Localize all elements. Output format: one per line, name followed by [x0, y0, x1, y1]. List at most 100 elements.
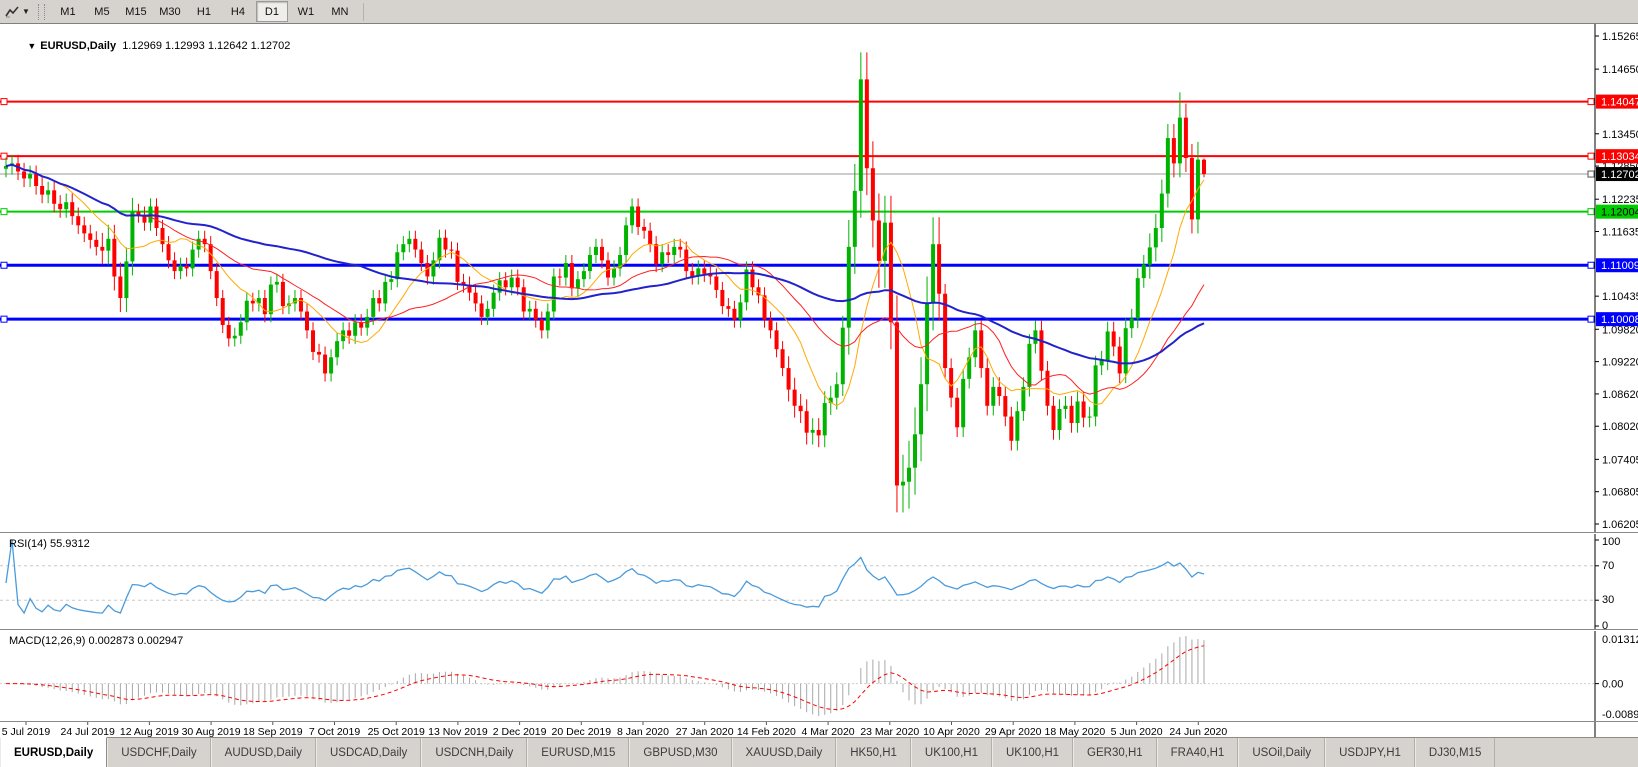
svg-text:0: 0: [1602, 620, 1608, 629]
chart-object-tool-button[interactable]: ▼: [0, 2, 34, 22]
chart-symbol: EURUSD,Daily: [40, 40, 117, 52]
chart-tab-usoil-daily-13[interactable]: USOil,Daily: [1238, 738, 1326, 767]
svg-text:1.08020: 1.08020: [1602, 421, 1638, 433]
macd-label: MACD(12,26,9) 0.002873 0.002947: [9, 635, 184, 647]
svg-text:1.10008: 1.10008: [1601, 314, 1638, 326]
timeframe-button-mn[interactable]: MN: [331, 5, 349, 18]
svg-text:5 Jun 2020: 5 Jun 2020: [1111, 726, 1163, 738]
chart-tab-usdcad-daily-3[interactable]: USDCAD,Daily: [315, 738, 422, 767]
svg-text:24 Jun 2020: 24 Jun 2020: [1169, 726, 1227, 738]
macd-panel[interactable]: MACD(12,26,9) 0.002873 0.002947 0.013121…: [0, 631, 1638, 721]
chart-tab-gbpusd-m30-6[interactable]: GBPUSD,M30: [629, 738, 732, 767]
chart-tab-eurusd-m15-5[interactable]: EURUSD,M15: [527, 738, 630, 767]
svg-text:1.12235: 1.12235: [1602, 194, 1638, 206]
rsi-axis[interactable]: 100 70 30 0: [1594, 534, 1620, 629]
chart-object-tool-icon: [5, 5, 19, 17]
rsi-panel[interactable]: RSI(14) 55.9312 100 70 30 0: [0, 534, 1638, 629]
svg-text:1.12004: 1.12004: [1601, 207, 1638, 219]
timeframe-button-d1[interactable]: D1: [255, 1, 288, 22]
collapse-triangle-icon[interactable]: ▼: [27, 41, 37, 51]
svg-text:1.13450: 1.13450: [1602, 129, 1638, 141]
svg-text:1.06805: 1.06805: [1602, 487, 1638, 499]
svg-text:1.08620: 1.08620: [1602, 389, 1638, 401]
toolbar-grip-handle[interactable]: [37, 3, 45, 20]
svg-text:1.09220: 1.09220: [1602, 357, 1638, 369]
svg-text:8 Jan 2020: 8 Jan 2020: [617, 726, 669, 738]
svg-text:14 Feb 2020: 14 Feb 2020: [737, 726, 796, 738]
svg-text:4 Mar 2020: 4 Mar 2020: [802, 726, 855, 738]
svg-text:29 Apr 2020: 29 Apr 2020: [985, 726, 1042, 738]
svg-text:23 Mar 2020: 23 Mar 2020: [860, 726, 919, 738]
moving-average-60: [5, 163, 1205, 365]
svg-text:1.11009: 1.11009: [1601, 260, 1638, 272]
svg-text:1.13034: 1.13034: [1601, 151, 1638, 163]
timeframe-button-h4[interactable]: H4: [230, 5, 245, 18]
chart-tab-fra40-h1-12[interactable]: FRA40,H1: [1156, 738, 1239, 767]
macd-signal-line: [6, 645, 1205, 711]
chart-title: ▼ EURUSD,Daily 1.12969 1.12993 1.12642 1.…: [9, 28, 290, 64]
panel-divider[interactable]: [0, 532, 1638, 534]
date-axis[interactable]: 5 Jul 2019 24 Jul 2019 12 Aug 2019 30 Aug 2…: [0, 721, 1638, 739]
svg-text:7 Oct 2019: 7 Oct 2019: [309, 726, 361, 738]
svg-text:25 Oct 2019: 25 Oct 2019: [368, 726, 425, 738]
horizontal-lines[interactable]: [0, 98, 1595, 323]
chart-tab-uk100-h1-10[interactable]: UK100,H1: [991, 738, 1074, 767]
date-labels: 5 Jul 2019 24 Jul 2019 12 Aug 2019 30 Aug 2…: [2, 722, 1227, 738]
chart-tab-usdcnh-daily-4[interactable]: USDCNH,Daily: [421, 738, 528, 767]
svg-text:100: 100: [1602, 536, 1620, 548]
chart-tab-hk50-h1-8[interactable]: HK50,H1: [836, 738, 911, 767]
svg-text:0.00: 0.00: [1602, 679, 1623, 691]
svg-text:1.11635: 1.11635: [1602, 227, 1638, 239]
svg-text:2 Dec 2019: 2 Dec 2019: [493, 726, 547, 738]
macd-axis[interactable]: 0.013121 0.00 -0.008933: [1594, 631, 1638, 721]
panel-divider[interactable]: [0, 629, 1638, 631]
chart-tab-ger30-h1-11[interactable]: GER30,H1: [1073, 738, 1157, 767]
timeframe-button-h1[interactable]: H1: [196, 5, 211, 18]
svg-text:18 May 2020: 18 May 2020: [1045, 726, 1106, 738]
svg-text:1.14047: 1.14047: [1601, 97, 1638, 109]
price-axis[interactable]: 1.152651.146501.134501.128501.122351.116…: [1587, 24, 1638, 532]
rsi-label: RSI(14) 55.9312: [9, 538, 90, 550]
svg-text:1.10435: 1.10435: [1602, 291, 1638, 303]
timeframe-button-w1[interactable]: W1: [297, 5, 315, 18]
svg-text:70: 70: [1602, 560, 1614, 572]
chart-tab-audusd-daily-2[interactable]: AUDUSD,Daily: [210, 738, 316, 767]
chart-tab-bar: EURUSD,Daily USDCHF,Daily AUDUSD,Daily USDC…: [0, 737, 1638, 767]
chart-tab-usdjpy-h1-14[interactable]: USDJPY,H1: [1325, 738, 1415, 767]
top-toolbar: ▼ M1 M5 M15 M30 H1 H4 D1 W1 MN: [0, 0, 1638, 24]
chart-window: ▼ EURUSD,Daily 1.12969 1.12993 1.12642 1.…: [0, 23, 1638, 767]
toolbar-separator: [362, 2, 364, 21]
macd-histogram: [11, 636, 1205, 716]
timeframe-button-m5[interactable]: M5: [94, 5, 110, 18]
svg-text:13 Nov 2019: 13 Nov 2019: [428, 726, 488, 738]
chart-tab-usdchf-daily-1[interactable]: USDCHF,Daily: [107, 738, 211, 767]
svg-text:24 Jul 2019: 24 Jul 2019: [61, 726, 115, 738]
svg-text:18 Sep 2019: 18 Sep 2019: [243, 726, 303, 738]
moving-average-24: [5, 164, 1205, 395]
svg-text:27 Jan 2020: 27 Jan 2020: [676, 726, 734, 738]
svg-text:30: 30: [1602, 594, 1614, 606]
chart-tab-xauusd-daily-7[interactable]: XAUUSD,Daily: [731, 738, 837, 767]
svg-text:-0.008933: -0.008933: [1602, 709, 1638, 721]
svg-text:12 Aug 2019: 12 Aug 2019: [120, 726, 179, 738]
svg-text:1.06205: 1.06205: [1602, 519, 1638, 531]
rsi-line: [5, 539, 1205, 615]
svg-text:20 Dec 2019: 20 Dec 2019: [552, 726, 612, 738]
timeframe-button-m15[interactable]: M15: [125, 5, 147, 18]
svg-text:1.14650: 1.14650: [1602, 64, 1638, 76]
timeframe-button-m1[interactable]: M1: [60, 5, 76, 18]
timeframe-button-m30[interactable]: M30: [159, 5, 181, 18]
chart-ohlc-values: 1.12969 1.12993 1.12642 1.12702: [122, 40, 291, 52]
svg-text:30 Aug 2019: 30 Aug 2019: [182, 726, 241, 738]
chart-tab-dj30-m15-15[interactable]: DJ30,M15: [1414, 738, 1496, 767]
svg-text:1.07405: 1.07405: [1602, 454, 1638, 466]
dropdown-arrow-icon[interactable]: ▼: [22, 7, 30, 16]
main-chart-panel[interactable]: ▼ EURUSD,Daily 1.12969 1.12993 1.12642 1.…: [0, 24, 1638, 532]
chart-tab-uk100-h1-9[interactable]: UK100,H1: [910, 738, 992, 767]
chart-tab-eurusd-daily-0[interactable]: EURUSD,Daily: [0, 737, 108, 767]
svg-text:10 Apr 2020: 10 Apr 2020: [923, 726, 980, 738]
svg-text:5 Jul 2019: 5 Jul 2019: [2, 726, 51, 738]
candlestick-series: [4, 52, 1206, 513]
svg-text:0.013121: 0.013121: [1602, 634, 1638, 646]
svg-text:1.12702: 1.12702: [1601, 169, 1638, 181]
